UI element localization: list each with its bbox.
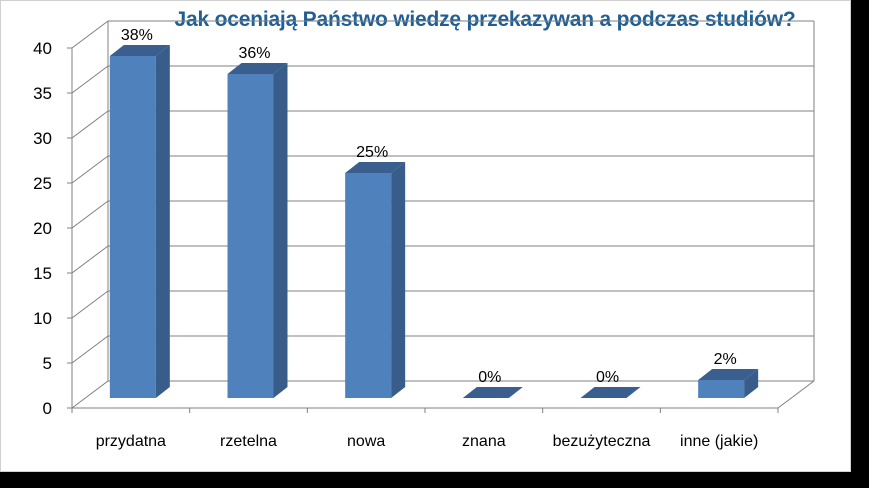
x-tick-label: znana <box>462 433 506 450</box>
bar-side <box>155 45 170 398</box>
floor-right-edge <box>777 380 815 409</box>
x-tick-label: nowa <box>347 433 385 450</box>
bar-side <box>273 63 288 398</box>
y-tick-label: 15 <box>33 264 52 283</box>
bar-top <box>345 162 406 173</box>
bar-top <box>109 45 170 56</box>
bar-side <box>744 369 759 398</box>
x-tick-label: bezużyteczna <box>553 433 651 450</box>
x-tick-label: inne (jakie) <box>680 433 758 450</box>
data-label: 25% <box>356 144 388 161</box>
data-label: 0% <box>596 369 619 386</box>
bar <box>698 380 745 398</box>
side-wall-gridline <box>71 380 109 409</box>
side-wall-gridline <box>71 200 109 229</box>
bar-top <box>580 387 641 398</box>
side-wall-gridline <box>71 65 109 94</box>
y-tick-label: 20 <box>33 219 52 238</box>
bar <box>109 56 156 398</box>
side-wall-gridline <box>71 110 109 139</box>
y-tick-label: 30 <box>33 129 52 148</box>
x-tick-label: rzetelna <box>220 433 277 450</box>
side-wall-gridline <box>71 20 109 49</box>
y-tick-label: 10 <box>33 309 52 328</box>
bar <box>345 173 392 398</box>
side-wall-gridline <box>71 335 109 364</box>
bar-side <box>391 162 406 398</box>
side-wall-gridline <box>71 290 109 319</box>
bar-top <box>462 387 523 398</box>
bar-top <box>227 63 288 74</box>
y-tick-label: 0 <box>43 399 52 418</box>
side-wall-gridline <box>71 155 109 184</box>
y-tick-label: 40 <box>33 39 52 58</box>
data-label: 0% <box>478 369 501 386</box>
data-label: 36% <box>238 45 270 62</box>
x-tick-label: przydatna <box>96 433 166 450</box>
chart-title: Jak oceniają Państwo wiedzę przekazywan … <box>174 8 796 31</box>
y-tick-label: 35 <box>33 84 52 103</box>
side-wall-gridline <box>71 245 109 274</box>
y-tick-label: 5 <box>43 354 52 373</box>
y-tick-label: 25 <box>33 174 52 193</box>
bar-top <box>698 369 759 380</box>
data-label: 38% <box>121 27 153 44</box>
data-label: 2% <box>714 351 737 368</box>
bar <box>227 74 274 398</box>
